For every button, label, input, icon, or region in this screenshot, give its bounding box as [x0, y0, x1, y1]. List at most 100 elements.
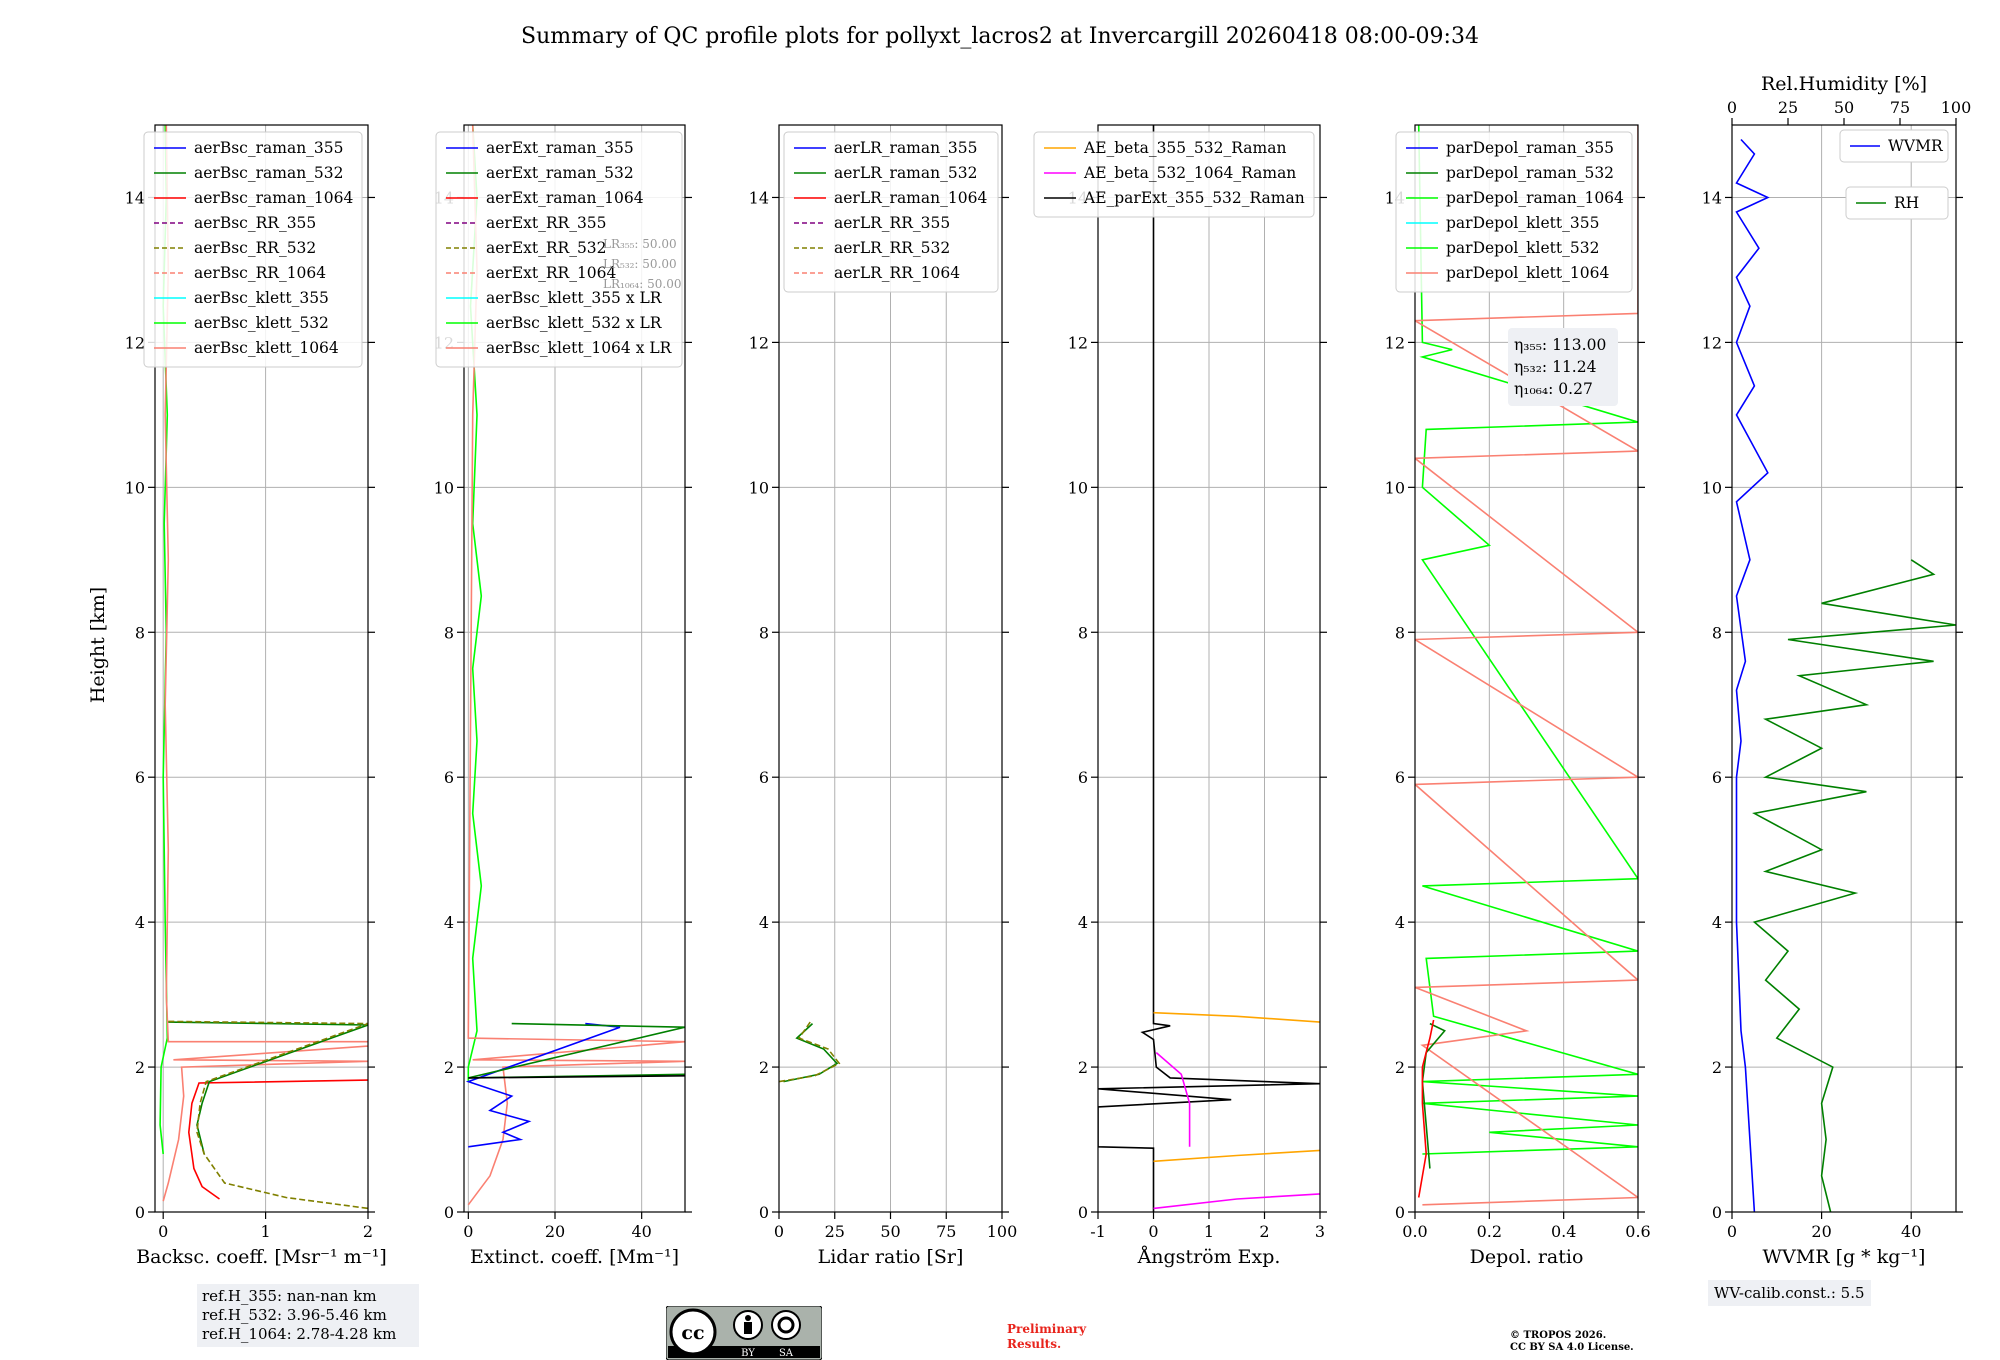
y-tick-label: 10 — [434, 478, 454, 497]
copyright-line-1: © TROPOS 2026. — [1510, 1330, 1607, 1341]
x-tick-label: 0 — [1727, 1222, 1737, 1241]
y-tick-label: 12 — [125, 333, 145, 352]
legend-entry: RH — [1894, 194, 1919, 212]
legend-box — [783, 131, 999, 293]
legend-entry: aerBsc_raman_355 — [194, 139, 344, 157]
legend-box — [1845, 186, 1949, 220]
x-axis-label: Depol. ratio — [1470, 1246, 1584, 1268]
y-tick-label: 12 — [749, 333, 769, 352]
y-tick-label: 0 — [1395, 1203, 1405, 1222]
legend-box — [1395, 131, 1633, 293]
legend-entry: aerBsc_klett_355 — [194, 289, 329, 307]
y-tick-label: 6 — [444, 768, 454, 787]
y-tick-label: 10 — [1385, 478, 1405, 497]
x-tick-label: 0.2 — [1477, 1222, 1502, 1241]
y-tick-label: 0 — [1078, 1203, 1088, 1222]
x-tick-label: 0.4 — [1551, 1222, 1576, 1241]
series-aerBsc_raman_532 — [168, 1021, 368, 1155]
ref-height-532: ref.H_532: 3.96-5.46 km — [202, 1306, 387, 1324]
y-tick-label: 0 — [135, 1203, 145, 1222]
legend-entry: aerLR_raman_1064 — [834, 189, 987, 207]
y-tick-label: 2 — [759, 1058, 769, 1077]
y-axis-label: Height [km] — [87, 587, 109, 703]
ref-height-1064: ref.H_1064: 2.78-4.28 km — [202, 1325, 397, 1343]
eta-label: η₁₀₆₄: 0.27 — [1514, 380, 1593, 398]
legend-entry: aerBsc_klett_532 — [194, 314, 329, 332]
legend-entry: aerBsc_raman_532 — [194, 164, 344, 182]
panel-3: 0 2 4 6 8 10 12 14 0 25 50 75 100 Lidar ratio [Sr] aer… — [749, 124, 1018, 1268]
x-tick-label: 0 — [158, 1222, 168, 1241]
wv-calibration-box: WV-calib.const.: 5.5 — [1708, 1280, 1871, 1306]
legend-entry: WVMR — [1888, 137, 1944, 155]
series-aerBsc_klett_1064 x LR — [467, 125, 685, 1206]
preliminary-line-2: Results. — [1007, 1337, 1062, 1351]
legend-box — [143, 131, 363, 368]
x-tick-label: 2 — [363, 1222, 373, 1241]
y-tick-label: 8 — [1712, 623, 1722, 642]
legend-entry: aerExt_RR_1064 — [486, 264, 617, 282]
legend-entry: aerLR_RR_355 — [834, 214, 950, 232]
cc-by-sa-badge: cc BY SA — [666, 1306, 822, 1360]
y-tick-label: 10 — [1068, 478, 1088, 497]
legend-entry: aerLR_raman_355 — [834, 139, 977, 157]
y-tick-label: 4 — [1395, 913, 1405, 932]
axes-frame — [154, 124, 369, 1213]
legend-entry: AE_beta_532_1064_Raman — [1083, 164, 1296, 182]
y-tick-label: 14 — [1702, 188, 1722, 207]
eta-label: η₅₃₂: 11.24 — [1514, 358, 1597, 376]
y-tick-label: 4 — [1078, 913, 1088, 932]
reference-heights-box: ref.H_355: nan-nan km ref.H_532: 3.96-5.… — [197, 1284, 419, 1347]
badge-sa-label: SA — [779, 1348, 794, 1359]
copyright-note: © TROPOS 2026. CC BY SA 4.0 License. — [1510, 1330, 1634, 1354]
x-axis-label: WVMR [g * kg⁻¹] — [1763, 1246, 1926, 1268]
figure-title: Summary of QC profile plots for pollyxt_… — [521, 24, 1479, 49]
plot-area — [1098, 125, 1320, 1212]
legend-entry: AE_parExt_355_532_Raman — [1083, 189, 1305, 207]
x-tick-label: 75 — [936, 1222, 956, 1241]
legend-entry: aerExt_RR_355 — [486, 214, 607, 232]
legend-entry: aerExt_raman_532 — [486, 164, 634, 182]
y-tick-label: 2 — [1712, 1058, 1722, 1077]
y-tick-label: 2 — [444, 1058, 454, 1077]
y-tick-label: 2 — [1078, 1058, 1088, 1077]
x-tick-label: 2 — [1259, 1222, 1269, 1241]
panel-6: 0 2 4 6 8 10 12 14 0 20 40 WVMR [g * kg⁻¹] 0 25 50 75 10… — [1702, 73, 1972, 1268]
legend-entry: aerBsc_RR_355 — [194, 214, 316, 232]
x-tick-label: 0 — [463, 1222, 473, 1241]
x-tick-label: 20 — [545, 1222, 565, 1241]
x-axis-label: Extinct. coeff. [Mm⁻¹] — [470, 1246, 679, 1268]
y-tick-label: 6 — [135, 768, 145, 787]
x-tick-label: 100 — [987, 1222, 1018, 1241]
series-AE_beta_355_532_Raman — [1153, 1011, 1320, 1023]
series-aerLR_raman_532 — [783, 1023, 839, 1083]
x-tick-label: 1 — [261, 1222, 271, 1241]
top-x-axis-label: Rel.Humidity [%] — [1761, 73, 1927, 95]
series-AE_beta_532_1064_Raman_low — [1153, 1193, 1320, 1210]
y-tick-label: 4 — [444, 913, 454, 932]
legend-entry: parDepol_raman_532 — [1446, 164, 1614, 182]
legend-entry: aerBsc_klett_1064 — [194, 339, 339, 357]
series-aerBsc_klett_1064 — [162, 125, 368, 1202]
legend-entry: aerBsc_raman_1064 — [194, 189, 354, 207]
top-x-tick-label: 0 — [1727, 98, 1737, 117]
series-aerExt_raman_1064 — [468, 1075, 685, 1079]
series-AE_beta_355_532_Raman_low — [1153, 1149, 1320, 1163]
y-tick-label: 8 — [444, 623, 454, 642]
ref-height-355: ref.H_355: nan-nan km — [202, 1287, 377, 1305]
y-tick-label: 4 — [759, 913, 769, 932]
y-tick-label: 12 — [1702, 333, 1722, 352]
y-tick-label: 8 — [1078, 623, 1088, 642]
x-tick-label: 0 — [1148, 1222, 1158, 1241]
legend-box — [1033, 131, 1315, 218]
series-AE_beta_532_1064_Raman — [1155, 1051, 1191, 1147]
svg-text:cc: cc — [681, 1322, 704, 1344]
y-tick-label: 4 — [1712, 913, 1722, 932]
y-tick-label: 0 — [444, 1203, 454, 1222]
lr-label: LR₃₅₅: 50.00 — [603, 237, 677, 251]
y-tick-label: 10 — [749, 478, 769, 497]
axes-frame — [463, 124, 686, 1213]
